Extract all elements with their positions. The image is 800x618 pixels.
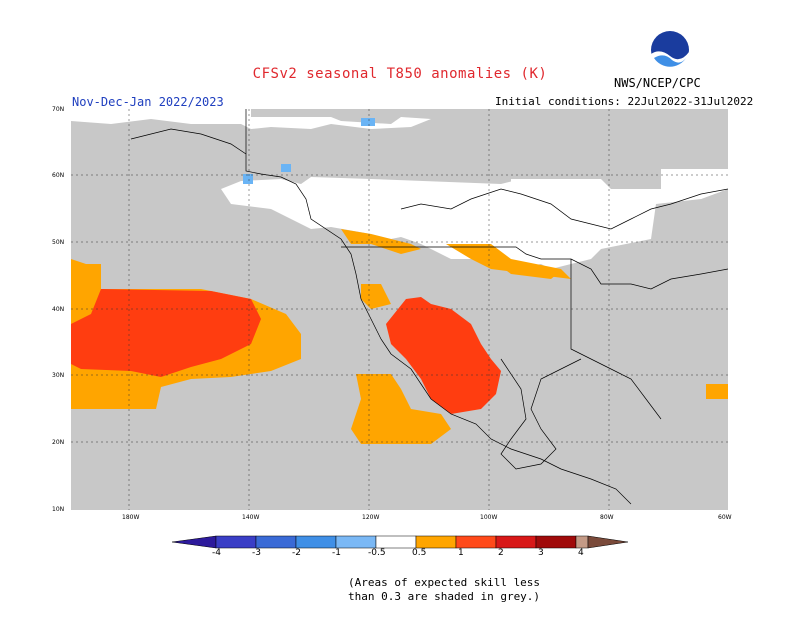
colorbar-label: 4 [578,548,584,558]
colorbar [172,535,629,549]
map-panel [70,108,729,511]
anomaly-map [70,108,729,511]
colorbar-label: 3 [538,548,544,558]
colorbar-label: -1 [332,548,341,558]
lon-label-180w: 180W [122,514,140,521]
lon-label-60w: 60W [718,514,732,521]
lat-label-50n: 50N [52,239,65,246]
colorbar-label: -4 [212,548,221,558]
lat-label-20n: 20N [52,439,65,446]
lat-label-10n: 10N [52,506,65,513]
lon-label-100w: 100W [480,514,498,521]
anomaly-blue [243,118,375,184]
lat-label-40n: 40N [52,306,65,313]
lat-label-30n: 30N [52,372,65,379]
colorbar-label: 0.5 [412,548,427,558]
colorbar-label: -0.5 [368,548,386,558]
lat-label-60n: 60N [52,172,65,179]
colorbar-label: 1 [458,548,464,558]
initial-conditions-label: Initial conditions: 22Jul2022-31Jul2022 [495,95,754,108]
agency-label: NWS/NCEP/CPC [614,76,701,90]
noaa-logo-icon [651,31,689,70]
lon-label-120w: 120W [362,514,380,521]
skill-note-line1: (Areas of expected skill less [348,576,541,589]
skill-note: (Areas of expected skill less than 0.3 a… [348,576,540,604]
skill-note-line2: than 0.3 are shaded in grey.) [348,590,541,603]
season-label: Nov-Dec-Jan 2022/2023 [72,95,224,109]
colorbar-label: -2 [292,548,301,558]
lon-label-80w: 80W [600,514,614,521]
colorbar-label: 2 [498,548,504,558]
colorbar-label: -3 [252,548,261,558]
lat-label-70n: 70N [52,106,65,113]
map-title: CFSv2 seasonal T850 anomalies (K) [252,66,548,82]
lon-label-140w: 140W [242,514,260,521]
anomaly-red [71,289,501,414]
